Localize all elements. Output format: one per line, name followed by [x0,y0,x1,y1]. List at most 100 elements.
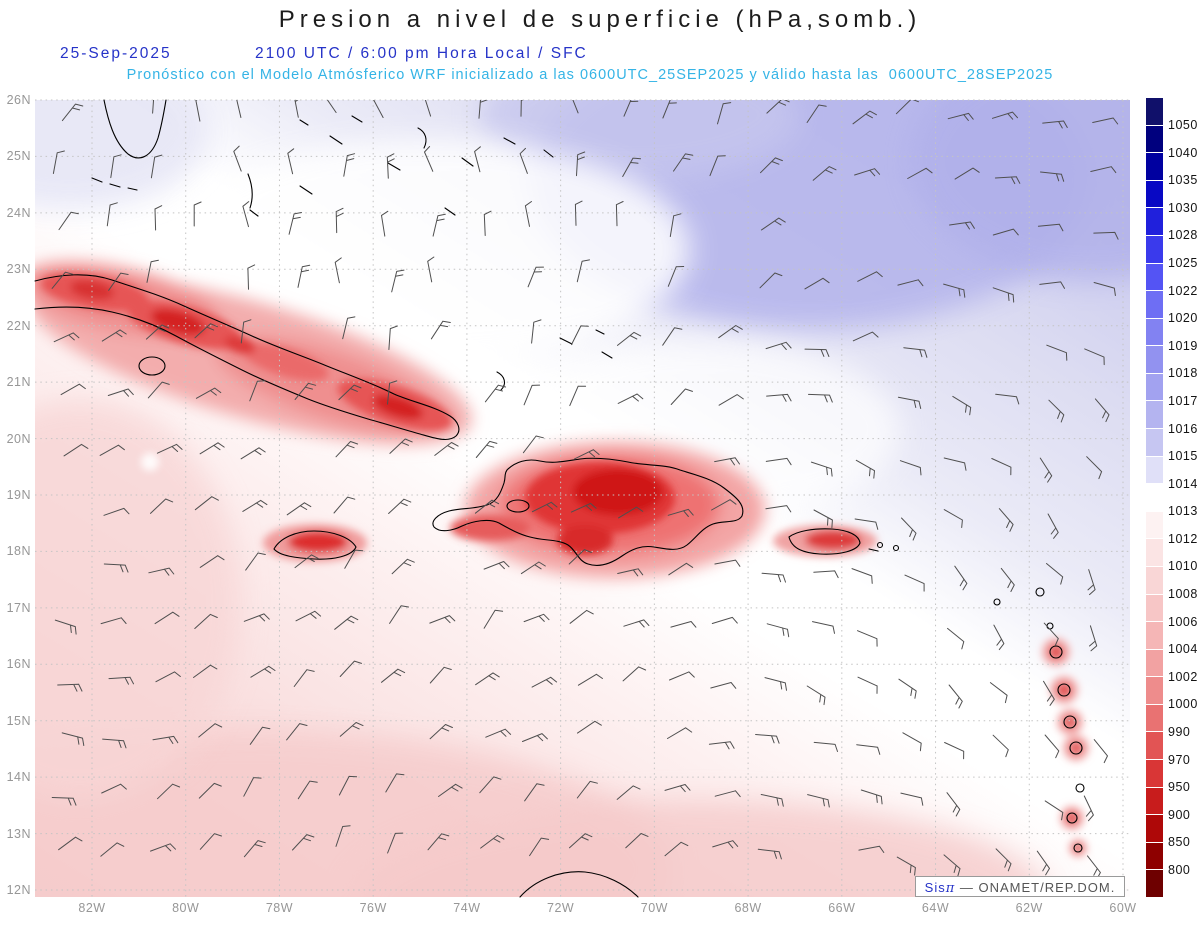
colorbar-label: 1000 [1168,697,1198,712]
wind-barb [622,157,641,177]
wind-barb [294,100,299,118]
colorbar-segment [1146,539,1163,566]
wind-barb [240,447,266,460]
wind-barb [335,825,351,847]
y-tick-label: 20N [6,431,31,446]
wind-barb [480,835,505,849]
wind-barb [1084,348,1105,366]
wind-barb [99,444,125,456]
wind-barb [1040,171,1065,182]
wind-barb [1044,734,1060,759]
coastline-bahamas [247,115,613,391]
wind-barb [717,102,732,125]
wind-barb [334,615,359,630]
wind-barb [807,794,830,808]
x-tick-label: 68W [734,901,762,915]
colorbar-segment [1146,815,1163,842]
wind-barb [1036,850,1050,876]
wind-barb [1089,625,1098,652]
wind-barb [391,269,405,293]
page-title: Presion a nivel de superficie (hPa,somb.… [278,6,922,33]
wind-barb [1087,569,1096,596]
wind-barb [806,104,827,123]
y-tick-label: 18N [6,544,31,559]
wind-barb [667,266,685,287]
wind-barb [992,287,1015,303]
wind-barb [569,385,587,407]
wind-barb [668,562,694,576]
wind-barb [858,845,885,853]
wind-barb [989,682,1008,704]
wind-barb [243,777,262,797]
wind-barb [577,720,602,734]
wind-barb [249,380,266,402]
wind-barb [427,833,450,851]
wind-barb [193,664,218,678]
wind-barb [662,100,677,119]
wind-barb [483,609,504,629]
wind-barb [438,783,463,797]
wind-barb [242,201,250,228]
wind-barb [856,744,881,755]
colorbar-segment [1146,704,1163,732]
wind-barb [712,840,739,849]
coastline-isla-juventud [138,356,166,376]
wind-barb [195,100,201,122]
wind-barb [100,617,127,625]
wind-barb [998,508,1014,532]
colorbar-label: 800 [1168,862,1191,877]
wind-barb [250,665,276,678]
wind-barb [388,498,412,514]
wind-barb [662,327,683,346]
wind-barb [895,100,919,115]
x-tick-label: 70W [640,901,668,915]
colorbar-label: 900 [1168,807,1191,822]
wind-barb [766,393,792,402]
wind-barb [618,506,644,519]
colorbar-label: 1004 [1168,642,1198,657]
wind-barb [429,724,453,740]
coastline-florida-keys [91,177,138,191]
wind-barb [1039,281,1065,289]
wind-barb [900,792,924,806]
colorbar-label: 1030 [1168,200,1198,215]
y-tick-label: 16N [6,657,31,672]
latlon-grid [35,99,1130,897]
wind-barb [475,440,498,458]
wind-barb [897,279,924,287]
wind-barb [326,100,337,113]
y-tick-label: 26N [6,93,31,107]
wind-barb [527,266,544,288]
wind-barb [714,559,741,567]
wind-barb [852,331,879,342]
wind-barb [240,319,252,344]
wind-barb [1046,344,1068,361]
wind-barb [896,856,916,876]
coastline-cuba [34,274,460,441]
wind-barb [520,561,546,575]
colorbar-label: 1018 [1168,366,1198,381]
colorbar-segment [1146,125,1163,153]
wind-barb [991,458,1012,476]
wind-barb [714,790,741,798]
wind-barb [154,611,180,625]
wind-barb [152,735,179,744]
wind-barb [710,682,737,689]
x-tick-label: 60W [1109,901,1137,915]
wind-barb [623,100,639,117]
colorbar-segment [1146,263,1163,291]
wind-barb [669,671,695,681]
wind-barb [616,785,641,800]
wind-barb [297,780,318,800]
coastline-vieques [868,548,879,552]
wind-barb [617,393,644,404]
colorbar-label: 1050 [1168,118,1198,133]
wind-barb [1043,680,1055,706]
wind-barb [381,668,406,683]
wind-barb [857,271,883,282]
wind-barb [152,100,155,114]
wind-barb [335,207,344,234]
wind-barb [150,498,174,514]
x-tick-label: 82W [78,901,106,915]
wind-barb [474,499,500,514]
